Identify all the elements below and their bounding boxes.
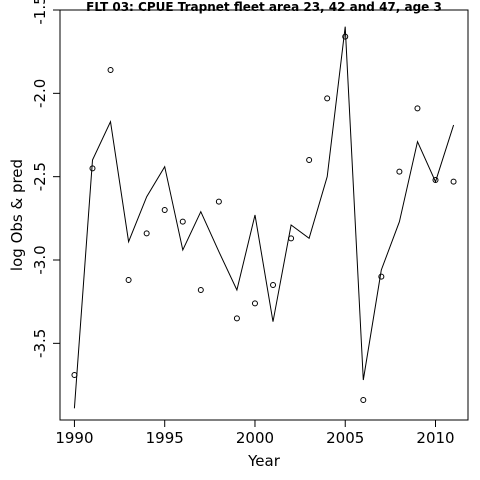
chart-title: FLT 03: CPUE Trapnet fleet area 23, 42 a…: [86, 0, 442, 14]
data-point-observed: [396, 168, 403, 175]
data-point-observed: [143, 230, 150, 237]
x-tick-label: 2000: [236, 429, 274, 447]
y-tick-label: -2.5: [31, 162, 49, 191]
data-point-observed: [432, 177, 439, 183]
x-tick-label: 2010: [416, 429, 454, 447]
data-point-observed: [197, 287, 204, 293]
data-point-observed: [251, 300, 258, 307]
data-point-observed: [107, 67, 114, 73]
x-tick-label: 2005: [326, 429, 364, 447]
y-tick-label: -2.0: [31, 79, 49, 108]
x-tick-label: 1990: [55, 429, 93, 447]
y-tick-label: -3.0: [31, 245, 49, 274]
series-line-group: [73, 26, 455, 409]
y-axis: -1.5 -2.0 -2.5 -3.0 -3.5: [31, 0, 60, 358]
y-tick-label: -3.5: [31, 329, 49, 358]
data-point-observed: [270, 282, 277, 288]
data-point-observed: [233, 315, 240, 322]
y-axis-label: log Obs & pred: [8, 159, 26, 271]
data-point-observed: [360, 397, 367, 403]
x-axis-label: Year: [247, 452, 281, 470]
data-point-observed: [179, 218, 186, 225]
series-points-group: [71, 33, 457, 403]
data-point-observed: [215, 198, 222, 205]
data-point-observed: [288, 235, 295, 242]
plot-frame: [59, 9, 469, 421]
data-point-observed: [306, 157, 313, 163]
x-tick-label: 1995: [146, 429, 184, 447]
x-axis: 1990 1995 2000 2005 2010: [55, 420, 455, 447]
data-point-observed: [414, 105, 421, 112]
data-point-observed: [324, 95, 331, 102]
data-point-observed: [378, 273, 385, 280]
data-point-observed: [161, 207, 168, 213]
y-tick-label: -1.5: [31, 0, 49, 25]
data-point-observed: [342, 33, 349, 40]
data-point-observed: [71, 372, 78, 378]
data-point-observed: [125, 277, 132, 283]
data-point-observed: [89, 165, 96, 172]
series-line-predicted: [73, 26, 455, 409]
data-point-observed: [450, 178, 457, 185]
